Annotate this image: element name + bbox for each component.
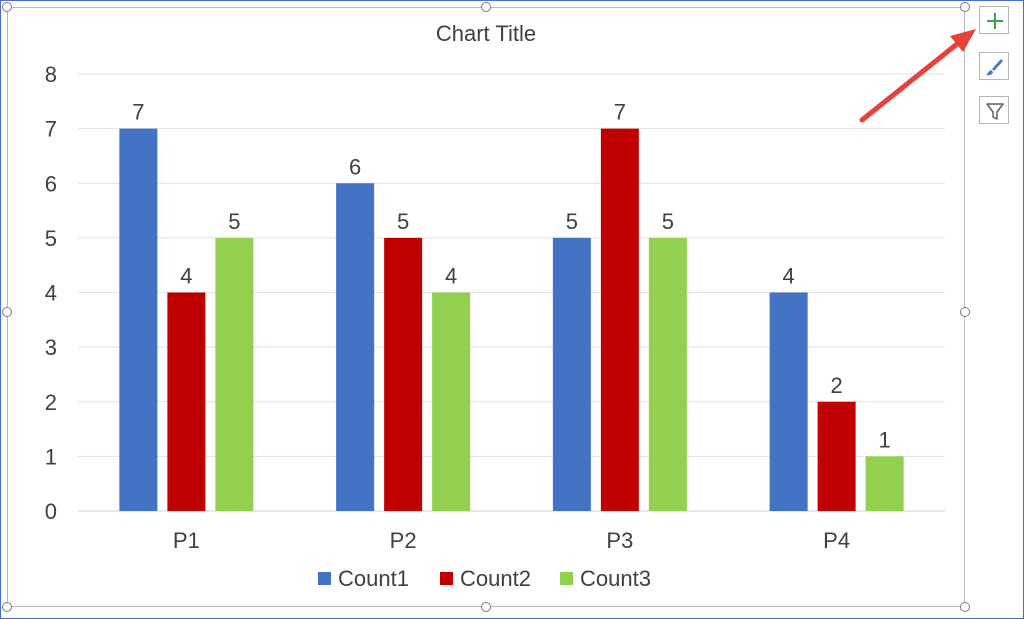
y-tick-label: 1 [45, 444, 57, 469]
y-tick-label: 5 [45, 226, 57, 251]
bar-count2-p4[interactable] [817, 401, 856, 511]
resize-handle-top-left[interactable] [2, 2, 12, 12]
data-label: 5 [397, 209, 409, 234]
bar-count2-p3[interactable] [600, 128, 639, 511]
x-tick-label: P3 [606, 528, 633, 553]
x-tick-label: P1 [173, 528, 200, 553]
resize-handle-bottom-right[interactable] [960, 602, 970, 612]
bar-count1-p2[interactable] [336, 183, 375, 511]
legend-entry[interactable]: Count1 [338, 566, 409, 591]
bar-count1-p1[interactable] [119, 128, 158, 511]
bar-count3-p4[interactable] [865, 456, 904, 511]
data-label: 5 [228, 209, 240, 234]
data-label: 2 [831, 373, 843, 398]
y-tick-label: 2 [45, 390, 57, 415]
y-tick-label: 3 [45, 335, 57, 360]
y-tick-label: 4 [45, 281, 57, 306]
data-label: 7 [614, 100, 626, 125]
legend-entry[interactable]: Count2 [460, 566, 531, 591]
resize-handle-bottom[interactable] [481, 602, 491, 612]
y-tick-label: 6 [45, 171, 57, 196]
data-label: 7 [132, 100, 144, 125]
data-label: 4 [783, 264, 795, 289]
chart-filters-button[interactable] [979, 96, 1009, 124]
legend-swatch [560, 572, 573, 585]
plus-icon [987, 13, 1003, 29]
bar-count2-p1[interactable] [167, 292, 206, 512]
resize-handle-top-right[interactable] [960, 2, 970, 12]
resize-handle-top[interactable] [481, 2, 491, 12]
filter-icon [986, 103, 1004, 120]
legend-swatch [440, 572, 453, 585]
legend-swatch [318, 572, 331, 585]
x-tick-label: P4 [823, 528, 850, 553]
data-label: 4 [445, 264, 457, 289]
bar-count3-p3[interactable] [648, 237, 687, 511]
resize-handle-bottom-left[interactable] [2, 602, 12, 612]
bar-count1-p4[interactable] [769, 292, 808, 512]
bar-count2-p2[interactable] [384, 237, 423, 511]
bar-count3-p2[interactable] [432, 292, 471, 512]
data-label: 6 [349, 154, 361, 179]
chart-title: Chart Title [436, 21, 536, 46]
resize-handle-right[interactable] [960, 307, 970, 317]
chart-styles-button[interactable] [979, 52, 1009, 80]
brush-icon [986, 59, 1003, 76]
bar-count3-p1[interactable] [215, 237, 254, 511]
y-tick-label: 7 [45, 117, 57, 142]
chart-elements-button[interactable] [979, 6, 1009, 34]
resize-handle-left[interactable] [2, 307, 12, 317]
y-tick-label: 8 [45, 62, 57, 87]
legend: Count1 Count2 Count3 [318, 566, 651, 591]
data-label: 5 [662, 209, 674, 234]
data-label: 4 [180, 264, 192, 289]
legend-entry[interactable]: Count3 [580, 566, 651, 591]
data-label: 5 [566, 209, 578, 234]
data-label: 1 [879, 427, 891, 452]
x-tick-label: P2 [390, 528, 417, 553]
y-tick-label: 0 [45, 499, 57, 524]
bar-count1-p3[interactable] [552, 237, 591, 511]
